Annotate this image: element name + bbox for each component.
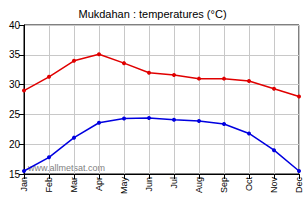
svg-text:Apr: Apr bbox=[94, 177, 104, 191]
svg-text:Feb: Feb bbox=[44, 177, 54, 193]
svg-text:40: 40 bbox=[9, 20, 21, 31]
svg-text:Sep: Sep bbox=[219, 177, 229, 193]
svg-text:Nov: Nov bbox=[269, 177, 279, 194]
svg-text:15: 15 bbox=[8, 168, 20, 180]
svg-text:Mukdahan : temperatures (°C): Mukdahan : temperatures (°C) bbox=[78, 8, 226, 20]
svg-text:Jun: Jun bbox=[144, 177, 154, 192]
svg-text:Jan: Jan bbox=[19, 177, 29, 192]
svg-text:25: 25 bbox=[9, 109, 21, 120]
svg-text:Oct: Oct bbox=[244, 177, 254, 192]
svg-text:Jul: Jul bbox=[169, 177, 179, 189]
svg-text:30: 30 bbox=[9, 79, 21, 90]
svg-text:May: May bbox=[119, 177, 129, 195]
svg-text:35: 35 bbox=[9, 49, 21, 60]
svg-text:Aug: Aug bbox=[194, 177, 204, 193]
svg-text:20: 20 bbox=[9, 139, 21, 150]
svg-text:Mar: Mar bbox=[69, 177, 79, 193]
svg-text:www.allmetsat.com: www.allmetsat.com bbox=[27, 163, 105, 173]
svg-text:Dec: Dec bbox=[294, 177, 304, 194]
